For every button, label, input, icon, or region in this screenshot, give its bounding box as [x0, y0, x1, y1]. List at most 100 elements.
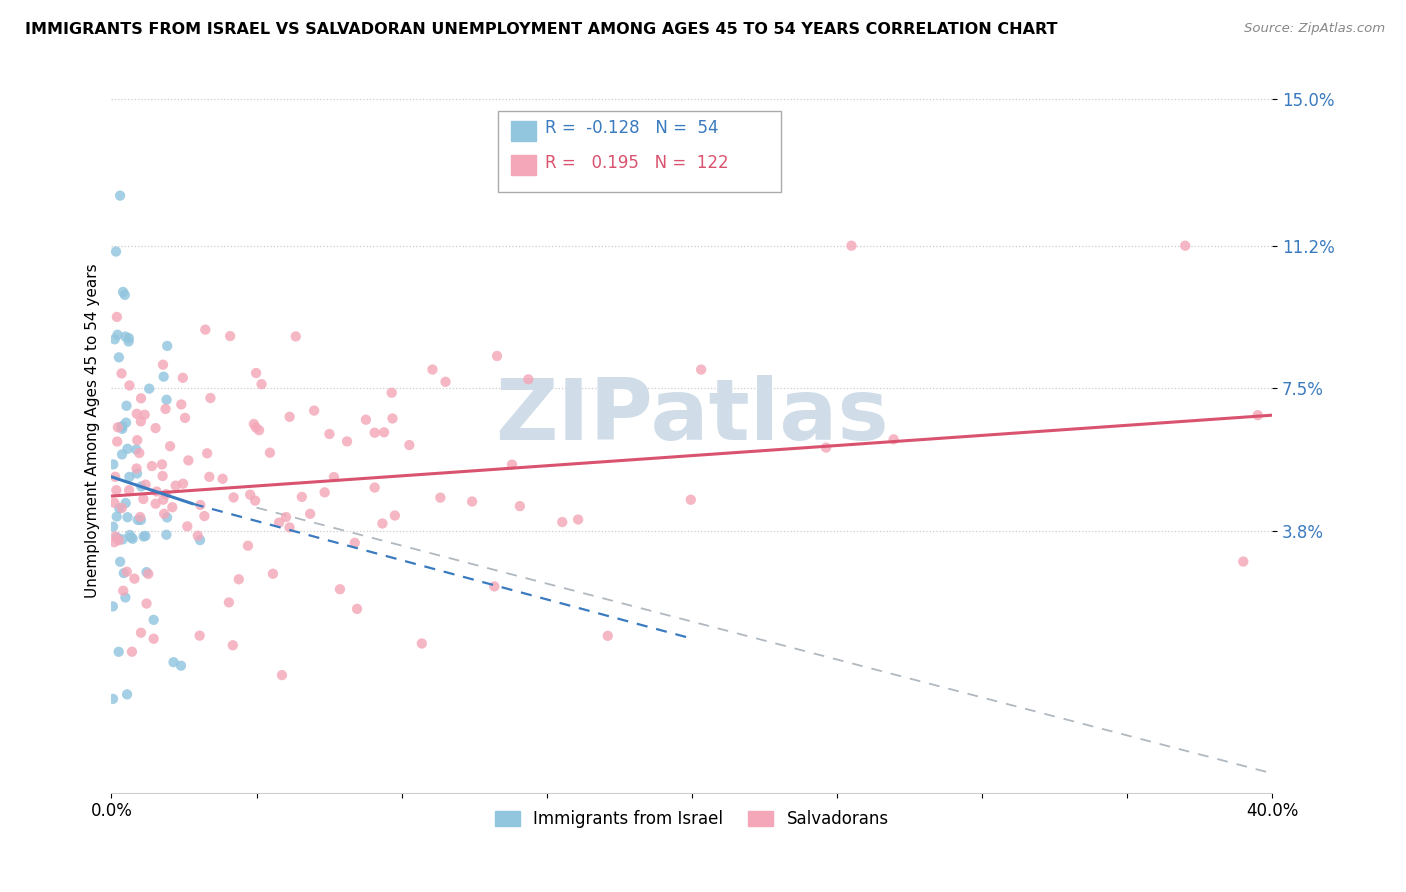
Point	[156, 339, 179, 353]
Point	[284, 329, 307, 343]
Text: R =   0.195   N =  122: R = 0.195 N = 122	[544, 154, 728, 172]
Point	[105, 244, 128, 259]
Point	[111, 285, 134, 299]
Point	[125, 461, 148, 475]
Point	[117, 334, 139, 349]
Point	[127, 513, 149, 527]
Point	[152, 492, 174, 507]
Point	[118, 378, 141, 392]
Point	[105, 509, 128, 524]
Point	[193, 509, 215, 524]
Point	[129, 513, 152, 527]
Point	[112, 583, 135, 598]
Point	[101, 691, 124, 706]
Point	[114, 329, 136, 343]
Point	[883, 433, 905, 447]
Point	[486, 349, 509, 363]
Point	[623, 150, 645, 164]
Point	[129, 414, 152, 428]
Point	[117, 442, 139, 456]
Point	[107, 533, 129, 548]
Point	[124, 572, 146, 586]
Point	[125, 407, 148, 421]
Point	[228, 572, 250, 586]
Point	[155, 487, 177, 501]
Point	[111, 500, 134, 515]
Point	[195, 446, 218, 460]
Point	[152, 358, 174, 372]
Point	[363, 481, 385, 495]
Point	[174, 410, 197, 425]
Point	[111, 422, 134, 436]
Point	[120, 531, 142, 545]
Point	[336, 434, 359, 449]
Point	[371, 516, 394, 531]
Point	[128, 446, 150, 460]
Point	[243, 417, 266, 431]
Point	[150, 458, 173, 472]
Point	[323, 470, 346, 484]
Point	[1174, 238, 1197, 252]
Point	[115, 416, 138, 430]
Point	[145, 421, 167, 435]
Point	[108, 188, 131, 202]
Point	[194, 323, 217, 337]
Point	[112, 566, 135, 580]
Point	[218, 595, 240, 609]
Point	[107, 420, 129, 434]
Text: Source: ZipAtlas.com: Source: ZipAtlas.com	[1244, 22, 1385, 36]
Point	[155, 392, 177, 407]
Point	[381, 385, 404, 400]
Point	[152, 469, 174, 483]
Point	[815, 441, 838, 455]
Point	[104, 332, 127, 346]
Point	[107, 327, 129, 342]
Point	[162, 500, 184, 515]
Point	[841, 238, 863, 252]
Point	[411, 636, 433, 650]
Point	[170, 658, 193, 673]
Point	[104, 529, 127, 543]
Point	[346, 602, 368, 616]
Point	[278, 520, 301, 534]
Point	[398, 438, 420, 452]
Point	[105, 483, 128, 498]
Point	[115, 687, 138, 701]
Point	[136, 566, 159, 581]
Point	[142, 632, 165, 646]
Point	[262, 566, 284, 581]
Point	[111, 419, 134, 434]
Point	[170, 397, 193, 411]
Point	[115, 399, 138, 413]
Point	[314, 485, 336, 500]
Point	[177, 453, 200, 467]
Point	[118, 470, 141, 484]
Point	[105, 530, 128, 544]
Point	[247, 423, 270, 437]
Point	[461, 494, 484, 508]
Text: IMMIGRANTS FROM ISRAEL VS SALVADORAN UNEMPLOYMENT AMONG AGES 45 TO 54 YEARS CORR: IMMIGRANTS FROM ISRAEL VS SALVADORAN UNE…	[25, 22, 1057, 37]
Point	[129, 479, 152, 493]
Point	[114, 496, 136, 510]
Point	[250, 377, 273, 392]
Point	[135, 477, 157, 491]
Point	[152, 369, 174, 384]
Point	[176, 519, 198, 533]
Point	[125, 467, 148, 481]
Point	[132, 491, 155, 506]
Point	[129, 625, 152, 640]
Point	[259, 446, 281, 460]
Point	[118, 528, 141, 542]
Point	[245, 366, 267, 380]
Point	[429, 491, 451, 505]
Point	[132, 530, 155, 544]
Point	[172, 476, 194, 491]
Point	[243, 493, 266, 508]
Point	[117, 510, 139, 524]
Point	[222, 638, 245, 652]
Point	[142, 613, 165, 627]
Point	[501, 458, 523, 472]
Point	[373, 425, 395, 440]
Point	[422, 362, 444, 376]
Point	[200, 391, 222, 405]
